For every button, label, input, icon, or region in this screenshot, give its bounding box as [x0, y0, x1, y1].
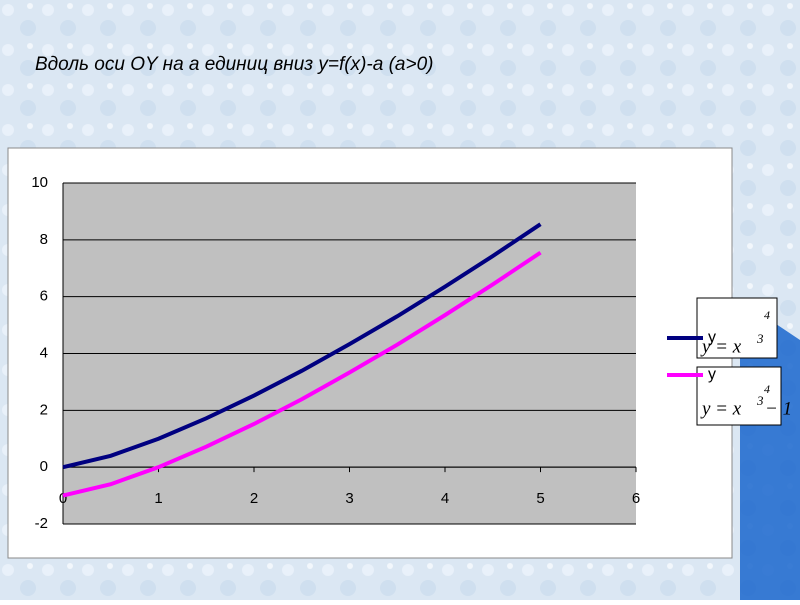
x-tick-label: 2: [250, 490, 258, 507]
legend-label: y: [708, 366, 716, 383]
series-line: [62, 250, 542, 498]
formula-exponent: 3: [756, 331, 764, 346]
x-tick-label: 1: [154, 490, 162, 507]
x-tick-label: 4: [441, 490, 449, 507]
formula-tail: − 1: [765, 398, 792, 419]
formula-exponent-top: 4: [764, 382, 770, 396]
x-tick-label: 5: [536, 490, 544, 507]
y-tick-label: 6: [40, 288, 48, 305]
y-tick-label: 4: [40, 344, 48, 361]
series-line: [62, 222, 542, 470]
slide-title: Вдоль оси OY на а единиц вниз y=f(x)-a (…: [35, 54, 433, 75]
formula: y = x: [700, 398, 742, 419]
x-tick-label: 0: [59, 490, 67, 507]
formula-box: [696, 366, 782, 426]
y-tick-label: 8: [40, 231, 48, 248]
legend-label: y: [708, 329, 716, 346]
y-tick-label: 0: [40, 458, 48, 475]
x-tick-label: 6: [632, 490, 640, 507]
x-tick-label: 3: [345, 490, 353, 507]
y-tick-label: 10: [31, 174, 48, 191]
formula-exponent-top: 4: [764, 308, 770, 322]
y-tick-label: 2: [40, 401, 48, 418]
formula: y = x: [700, 336, 742, 357]
y-tick-label: -2: [35, 515, 48, 532]
formula-exponent: 3: [756, 393, 764, 408]
formula-box: [696, 297, 778, 359]
